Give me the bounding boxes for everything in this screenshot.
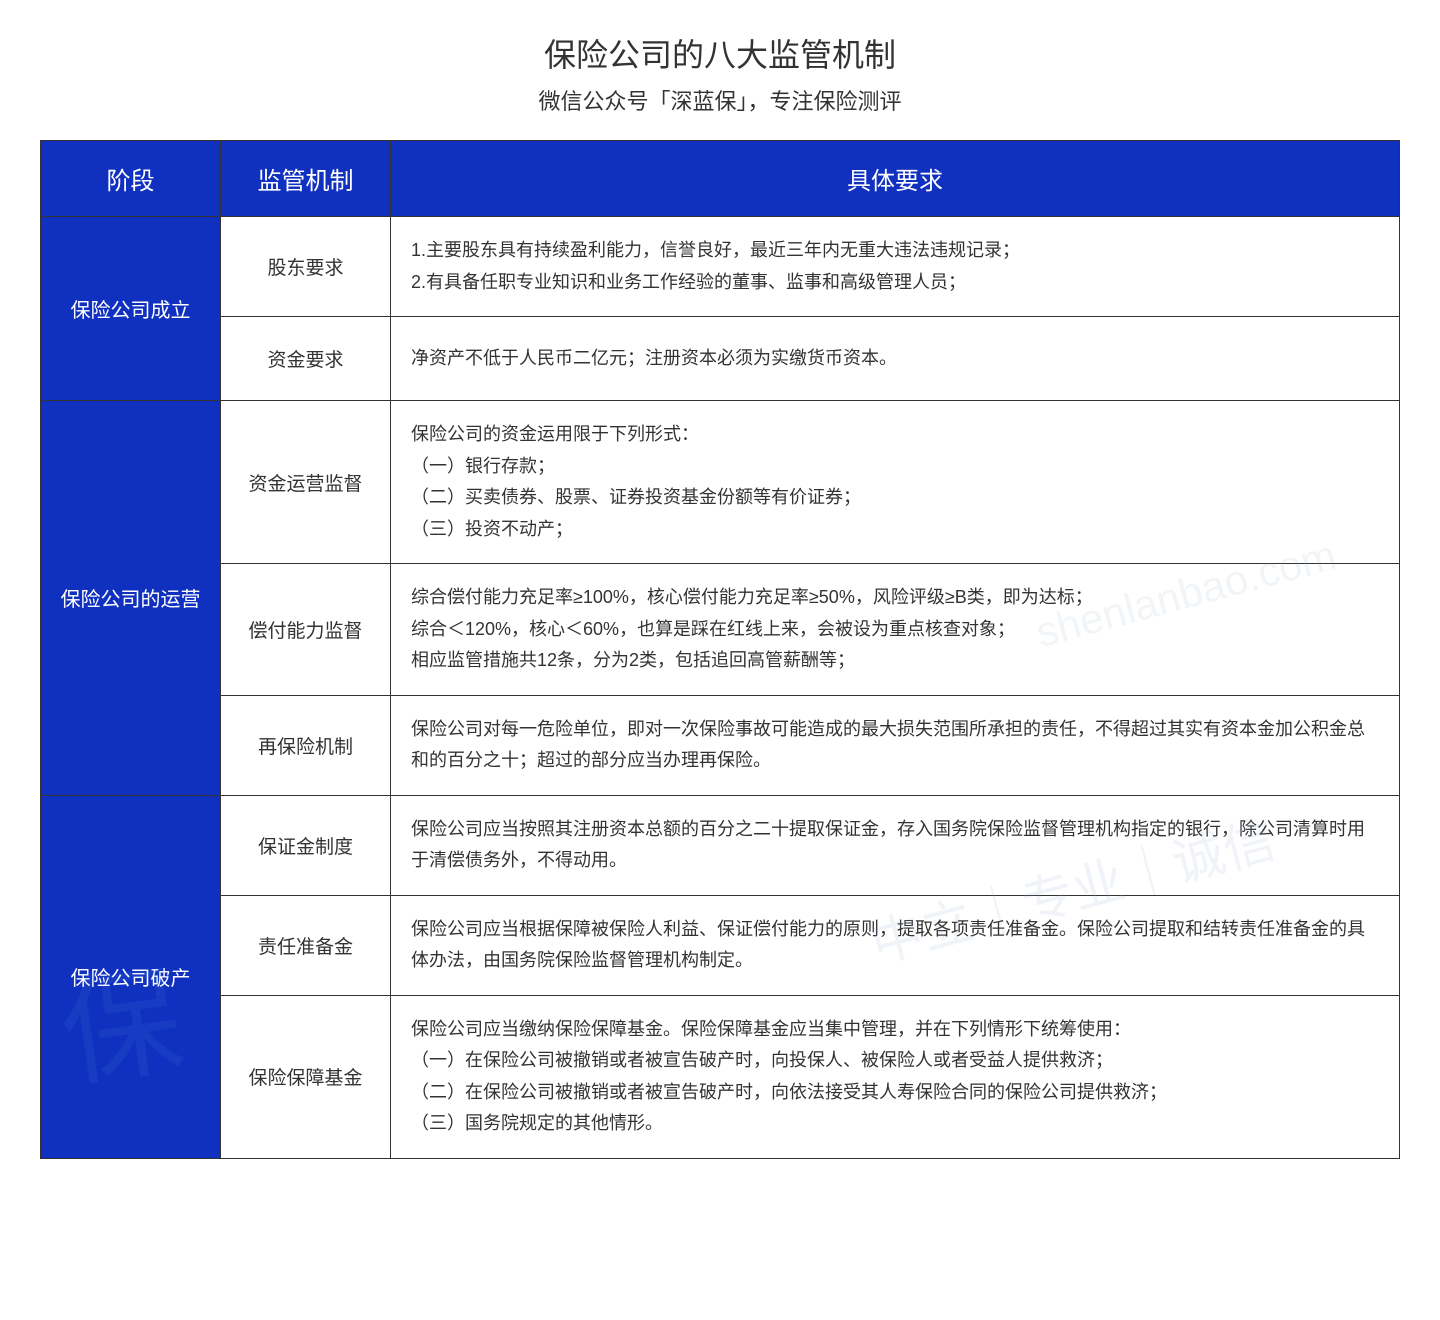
table-row: 责任准备金保险公司应当根据保障被保险人利益、保证偿付能力的原则，提取各项责任准备… (41, 895, 1400, 995)
stage-cell: 保险公司破产 (41, 795, 221, 1158)
table-row: 偿付能力监督综合偿付能力充足率≥100%，核心偿付能力充足率≥50%，风险评级≥… (41, 564, 1400, 696)
header-mechanism: 监管机制 (221, 141, 391, 217)
mechanism-cell: 责任准备金 (221, 895, 391, 995)
mechanism-cell: 再保险机制 (221, 695, 391, 795)
stage-cell: 保险公司成立 (41, 217, 221, 401)
stage-cell: 保险公司的运营 (41, 401, 221, 796)
mechanism-cell: 资金运营监督 (221, 401, 391, 564)
detail-cell: 保险公司应当按照其注册资本总额的百分之二十提取保证金，存入国务院保险监督管理机构… (391, 795, 1400, 895)
table-header-row: 阶段 监管机制 具体要求 (41, 141, 1400, 217)
detail-cell: 保险公司应当缴纳保险保障基金。保险保障基金应当集中管理，并在下列情形下统筹使用：… (391, 995, 1400, 1158)
header-detail: 具体要求 (391, 141, 1400, 217)
table-row: 再保险机制保险公司对每一危险单位，即对一次保险事故可能造成的最大损失范围所承担的… (41, 695, 1400, 795)
table-row: 保险公司破产保证金制度保险公司应当按照其注册资本总额的百分之二十提取保证金，存入… (41, 795, 1400, 895)
detail-cell: 保险公司的资金运用限于下列形式：（一）银行存款；（二）买卖债券、股票、证券投资基… (391, 401, 1400, 564)
regulatory-table: 阶段 监管机制 具体要求 保险公司成立股东要求1.主要股东具有持续盈利能力，信誉… (40, 140, 1400, 1159)
detail-cell: 保险公司对每一危险单位，即对一次保险事故可能造成的最大损失范围所承担的责任，不得… (391, 695, 1400, 795)
mechanism-cell: 保险保障基金 (221, 995, 391, 1158)
page-title: 保险公司的八大监管机制 (40, 30, 1400, 76)
detail-cell: 净资产不低于人民币二亿元；注册资本必须为实缴货币资本。 (391, 317, 1400, 401)
mechanism-cell: 股东要求 (221, 217, 391, 317)
table-row: 保险公司成立股东要求1.主要股东具有持续盈利能力，信誉良好，最近三年内无重大违法… (41, 217, 1400, 317)
table-row: 保险保障基金保险公司应当缴纳保险保障基金。保险保障基金应当集中管理，并在下列情形… (41, 995, 1400, 1158)
detail-cell: 保险公司应当根据保障被保险人利益、保证偿付能力的原则，提取各项责任准备金。保险公… (391, 895, 1400, 995)
page-subtitle: 微信公众号「深蓝保」，专注保险测评 (40, 84, 1400, 116)
detail-cell: 综合偿付能力充足率≥100%，核心偿付能力充足率≥50%，风险评级≥B类，即为达… (391, 564, 1400, 696)
table-row: 资金要求净资产不低于人民币二亿元；注册资本必须为实缴货币资本。 (41, 317, 1400, 401)
detail-cell: 1.主要股东具有持续盈利能力，信誉良好，最近三年内无重大违法违规记录；2.有具备… (391, 217, 1400, 317)
page-container: 保险公司的八大监管机制 微信公众号「深蓝保」，专注保险测评 阶段 监管机制 具体… (40, 30, 1400, 1159)
table-row: 保险公司的运营资金运营监督保险公司的资金运用限于下列形式：（一）银行存款；（二）… (41, 401, 1400, 564)
mechanism-cell: 资金要求 (221, 317, 391, 401)
header-stage: 阶段 (41, 141, 221, 217)
mechanism-cell: 偿付能力监督 (221, 564, 391, 696)
mechanism-cell: 保证金制度 (221, 795, 391, 895)
